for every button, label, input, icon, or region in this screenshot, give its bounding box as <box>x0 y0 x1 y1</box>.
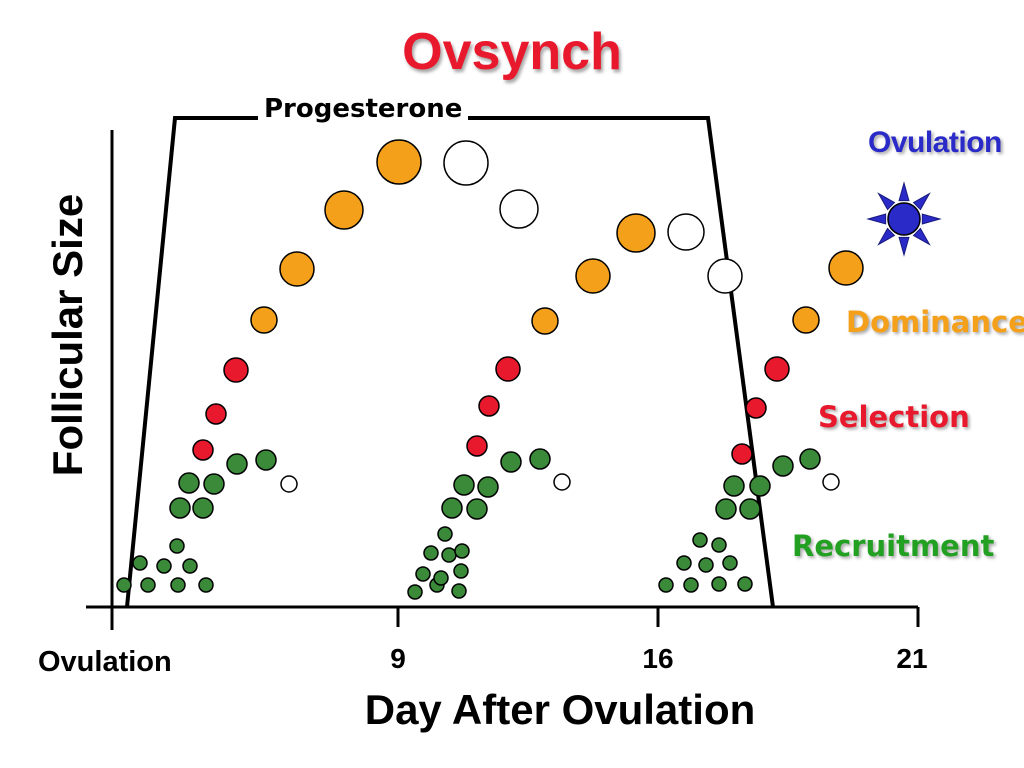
stage-label-recruitment: Recruitment <box>792 529 995 563</box>
sun-ray <box>898 181 910 202</box>
sun-ray <box>877 192 896 211</box>
follicles-group <box>116 139 864 600</box>
dominance-follicle <box>616 213 656 253</box>
page-title: Ovsynch <box>402 23 622 81</box>
y-axis-label: Follicular Size <box>44 193 91 477</box>
recruitment-follicle <box>226 453 248 475</box>
recruitment-follicle <box>433 570 449 586</box>
dominance-follicle <box>828 250 864 286</box>
atretic-follicle <box>499 189 539 229</box>
recruitment-follicle <box>140 577 156 593</box>
recruitment-follicle <box>116 577 132 593</box>
recruitment-follicle <box>453 563 469 579</box>
dominance-follicle <box>279 251 315 287</box>
x-tick-label-9: 9 <box>390 643 406 674</box>
x-tick-label-ovulation: Ovulation <box>38 646 172 678</box>
atretic-follicle <box>280 475 298 493</box>
selection-follicle <box>731 443 753 465</box>
dominance-follicle <box>531 307 559 335</box>
selection-follicle <box>192 439 214 461</box>
sun-ray <box>912 192 931 211</box>
sun-ray <box>866 213 887 225</box>
atretic-follicle <box>667 213 705 251</box>
recruitment-follicle <box>737 576 753 592</box>
atretic-follicle <box>707 258 743 294</box>
recruitment-follicle <box>407 584 423 600</box>
recruitment-follicle <box>692 532 708 548</box>
recruitment-follicle <box>255 449 277 471</box>
selection-follicle <box>466 435 488 457</box>
recruitment-follicle <box>437 526 453 542</box>
recruitment-follicle <box>723 475 745 497</box>
recruitment-follicle <box>441 497 463 519</box>
ovulation-sun-icon <box>866 181 942 257</box>
sun-ray <box>921 213 942 225</box>
recruitment-follicle <box>739 498 761 520</box>
recruitment-follicle <box>772 455 794 477</box>
recruitment-follicle <box>182 558 198 574</box>
recruitment-follicle <box>169 497 191 519</box>
stage-label-ovulation: Ovulation <box>868 126 1002 159</box>
recruitment-follicle <box>169 538 185 554</box>
recruitment-follicle <box>454 543 470 559</box>
recruitment-follicle <box>715 498 737 520</box>
recruitment-follicle <box>423 545 439 561</box>
recruitment-follicle <box>683 577 699 593</box>
sun-ray <box>912 227 931 246</box>
x-axis-label: Day After Ovulation <box>364 686 756 733</box>
selection-follicle <box>205 403 227 425</box>
stage-label-dominance: Dominance <box>846 305 1024 339</box>
selection-follicle <box>764 356 790 382</box>
recruitment-follicle <box>451 583 467 599</box>
recruitment-follicle <box>453 474 475 496</box>
recruitment-follicle <box>676 555 692 571</box>
recruitment-follicle <box>415 566 431 582</box>
selection-follicle <box>478 395 500 417</box>
recruitment-follicle <box>203 473 225 495</box>
recruitment-follicle <box>156 558 172 574</box>
dominance-follicle <box>376 139 422 185</box>
recruitment-follicle <box>749 475 771 497</box>
sun-ray <box>898 236 910 257</box>
atretic-follicle <box>443 140 489 186</box>
selection-follicle <box>223 357 249 383</box>
dominance-follicle <box>575 258 611 294</box>
recruitment-follicle <box>178 472 200 494</box>
sun-core <box>887 202 921 236</box>
atretic-follicle <box>553 473 571 491</box>
progesterone-label: Progesterone <box>258 94 469 124</box>
selection-follicle <box>495 356 521 382</box>
recruitment-follicle <box>711 576 727 592</box>
recruitment-follicle <box>711 537 727 553</box>
sun-ray <box>877 227 896 246</box>
selection-follicle <box>745 397 767 419</box>
recruitment-follicle <box>170 577 186 593</box>
stage-label-selection: Selection <box>818 400 970 434</box>
x-tick-label-16: 16 <box>642 643 674 674</box>
recruitment-follicle <box>698 557 714 573</box>
recruitment-follicle <box>722 555 738 571</box>
recruitment-follicle <box>799 448 821 470</box>
recruitment-follicle <box>132 555 148 571</box>
x-tick-label-21: 21 <box>896 643 928 674</box>
recruitment-follicle <box>658 577 674 593</box>
dominance-follicle <box>250 306 278 334</box>
recruitment-follicle <box>500 451 522 473</box>
recruitment-follicle <box>466 498 488 520</box>
dominance-follicle <box>324 190 364 230</box>
recruitment-follicle <box>441 547 457 563</box>
dominance-follicle <box>792 306 820 334</box>
atretic-follicle <box>822 473 840 491</box>
recruitment-follicle <box>477 476 499 498</box>
recruitment-follicle <box>529 448 551 470</box>
recruitment-follicle <box>192 497 214 519</box>
recruitment-follicle <box>198 577 214 593</box>
